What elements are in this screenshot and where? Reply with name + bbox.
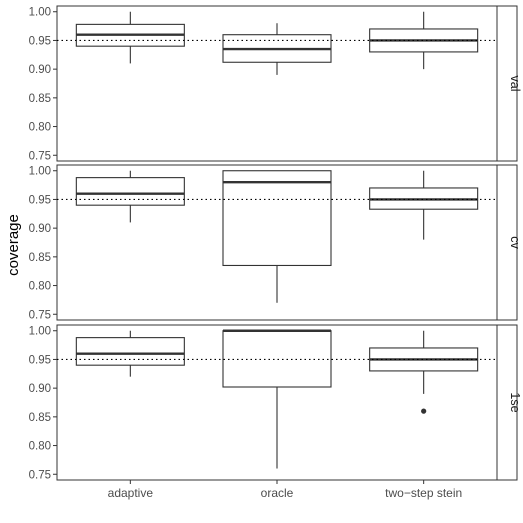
facet-strip-label: val xyxy=(508,76,522,92)
y-tick-label: 1.00 xyxy=(29,7,51,19)
y-tick-label: 0.95 xyxy=(29,35,51,47)
box-two-step-stein xyxy=(369,11,479,70)
y-tick-label: 0.80 xyxy=(29,441,51,453)
box-oracle xyxy=(222,170,332,303)
y-tick-label: 0.95 xyxy=(29,354,51,366)
box-oracle xyxy=(222,329,332,469)
facet-strip-label: cv xyxy=(508,236,522,249)
y-tick-label: 0.85 xyxy=(29,412,51,424)
box-adaptive xyxy=(75,170,185,223)
box-iqr xyxy=(222,170,332,267)
y-tick-label: 0.80 xyxy=(29,281,51,293)
box-oracle xyxy=(222,23,332,75)
facet-panel-1se: 1se 0.75 0.80 0.85 0.90 0.95 1.00 xyxy=(29,324,522,481)
outlier-point xyxy=(421,408,427,414)
box-iqr xyxy=(75,337,185,366)
facet-strip xyxy=(496,164,518,321)
facet-panel-val: val 0.75 0.80 0.85 0.90 0.95 1.00 xyxy=(29,5,522,162)
box-two-step-stein xyxy=(369,330,479,414)
y-tick-label: 0.95 xyxy=(29,194,51,206)
y-tick-label: 0.80 xyxy=(29,122,51,134)
y-tick-label: 0.85 xyxy=(29,252,51,264)
y-tick-label: 0.85 xyxy=(29,93,51,105)
facet-panels: val 0.75 0.80 0.85 0.90 0.95 1.00 cv 0.75 0.80 0.8… xyxy=(29,5,522,481)
box-adaptive xyxy=(75,330,185,377)
y-tick-label: 0.90 xyxy=(29,223,51,235)
y-tick-label: 0.75 xyxy=(29,469,51,481)
x-tick-label: oracle xyxy=(261,486,294,500)
y-tick-label: 1.00 xyxy=(29,326,51,338)
box-two-step-stein xyxy=(369,170,479,240)
x-tick-label: two−step stein xyxy=(385,486,462,500)
y-tick-label: 0.75 xyxy=(29,150,51,162)
y-tick-label: 0.90 xyxy=(29,64,51,76)
y-tick-label: 1.00 xyxy=(29,166,51,178)
facet-strip xyxy=(496,324,518,481)
x-tick-label: adaptive xyxy=(108,486,154,500)
box-iqr xyxy=(75,177,185,206)
y-axis-title: coverage xyxy=(5,214,22,276)
facet-strip xyxy=(496,5,518,162)
y-tick-label: 0.75 xyxy=(29,309,51,321)
x-axis: adaptive oracle two−step stein xyxy=(108,480,462,500)
facet-strip-label: 1se xyxy=(508,392,522,412)
facet-panel-cv: cv 0.75 0.80 0.85 0.90 0.95 1.00 xyxy=(29,164,522,321)
y-tick-label: 0.90 xyxy=(29,383,51,395)
